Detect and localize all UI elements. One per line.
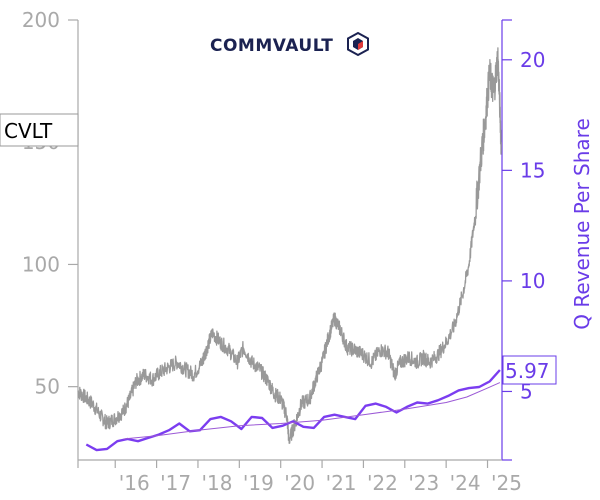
- logo-text: COMMVAULT: [210, 36, 333, 56]
- price-series-line: [77, 47, 502, 444]
- x-tick-label: '22: [367, 471, 398, 495]
- right-tick-label: 5: [520, 379, 533, 403]
- ticker-label: CVLT: [4, 119, 53, 143]
- x-tick-label: '18: [201, 471, 232, 495]
- x-tick-label: '16: [119, 471, 150, 495]
- cube-icon: [347, 31, 369, 57]
- x-tick-label: '17: [160, 471, 191, 495]
- x-tick-label: '23: [408, 471, 439, 495]
- right-tick-label: 10: [520, 269, 545, 293]
- series-layer: [77, 47, 502, 452]
- right-tick-label: 15: [520, 158, 545, 182]
- x-tick-label: '25: [491, 471, 522, 495]
- current-value-frame: [502, 355, 557, 385]
- ticker-box-frame: [0, 113, 79, 147]
- logo: COMMVAULT: [210, 31, 369, 57]
- x-tick-label: '24: [450, 471, 481, 495]
- current-value-label: 5.97: [505, 359, 550, 383]
- ticker-box: CVLT: [0, 113, 79, 147]
- x-tick-label: '20: [284, 471, 315, 495]
- right-axis-label: Q Revenue Per Share: [570, 118, 594, 330]
- revenue-trend-line: [123, 382, 501, 440]
- left-tick-label: 200: [22, 8, 60, 32]
- right-tick-label: 20: [520, 48, 545, 72]
- x-axis-ticks: '16 '17 '18 '19 '20 '21 '22 '23 '24 '25: [77, 460, 522, 495]
- left-tick-label: 50: [35, 375, 60, 399]
- right-axis-ticks: 5 10 15 20: [502, 19, 545, 461]
- x-tick-label: '21: [326, 471, 357, 495]
- left-tick-label: 100: [22, 252, 60, 276]
- left-axis-ticks: 50100150200: [22, 8, 78, 399]
- current-value-box: 5.97: [502, 355, 557, 385]
- x-tick-label: '19: [243, 471, 274, 495]
